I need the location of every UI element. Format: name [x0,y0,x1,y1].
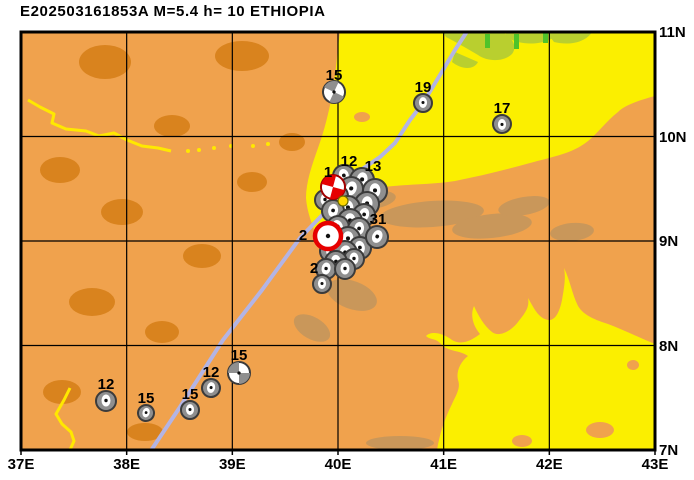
event-dot-marker [337,195,349,207]
beachball-marker [334,258,356,280]
lat-tick-label: 7N [659,442,679,459]
lowland-southeast [426,268,655,450]
event-day-label: 12 [203,364,220,381]
lon-tick-label: 37E [7,456,35,473]
beachball-marker [413,93,433,113]
lat-tick-label: 9N [659,233,679,250]
highland-patches [40,41,305,441]
beachball-marker [180,400,200,420]
beachball-marker [227,361,251,385]
lon-tick-label: 38E [113,456,140,473]
event-day-label: 31 [370,211,387,228]
beachball-marker [365,225,389,249]
lon-tick-label: 42E [535,456,563,473]
event-day-label: 17 [494,100,511,117]
lon-tick-label: 39E [218,456,246,473]
event-day-label: 1 [324,164,332,181]
map-frame [19,30,657,452]
event-day-label: 12 [341,153,358,170]
rift-axis-line [148,32,470,450]
event-day-label: 15 [182,386,199,403]
event-day-label: 19 [415,79,432,96]
event-day-label: 15 [138,390,155,407]
lon-tick-label: 40E [324,456,352,473]
figure-title: E202503161853A M=5.4 h= 10 ETHIOPIA [20,3,326,20]
event-day-label: 15 [326,67,343,84]
lat-tick-label: 8N [659,337,679,355]
lon-tick-label: 41E [430,456,457,473]
lon-tick-label: 43E [641,456,669,473]
event-day-label: 12 [98,376,115,393]
beachball-marker [322,80,346,104]
rift-lowland [306,32,655,276]
event-day-label: 15 [231,347,248,364]
river-lines [27,98,270,450]
epicenter-ring-marker [312,220,344,252]
beachball-marker [320,174,346,200]
lat-tick-label: 11N [659,24,686,41]
beachball-marker [95,390,117,412]
lat-tick-label: 10N [659,128,687,146]
beachball-marker [492,114,512,134]
event-day-label: 2 [310,260,318,277]
beachball-marker [201,378,221,398]
event-day-label: 2 [299,227,307,244]
beachball-marker [312,274,332,294]
beachball-marker [315,258,337,280]
beachball-marker [137,404,155,422]
event-day-label: 13 [365,158,382,175]
